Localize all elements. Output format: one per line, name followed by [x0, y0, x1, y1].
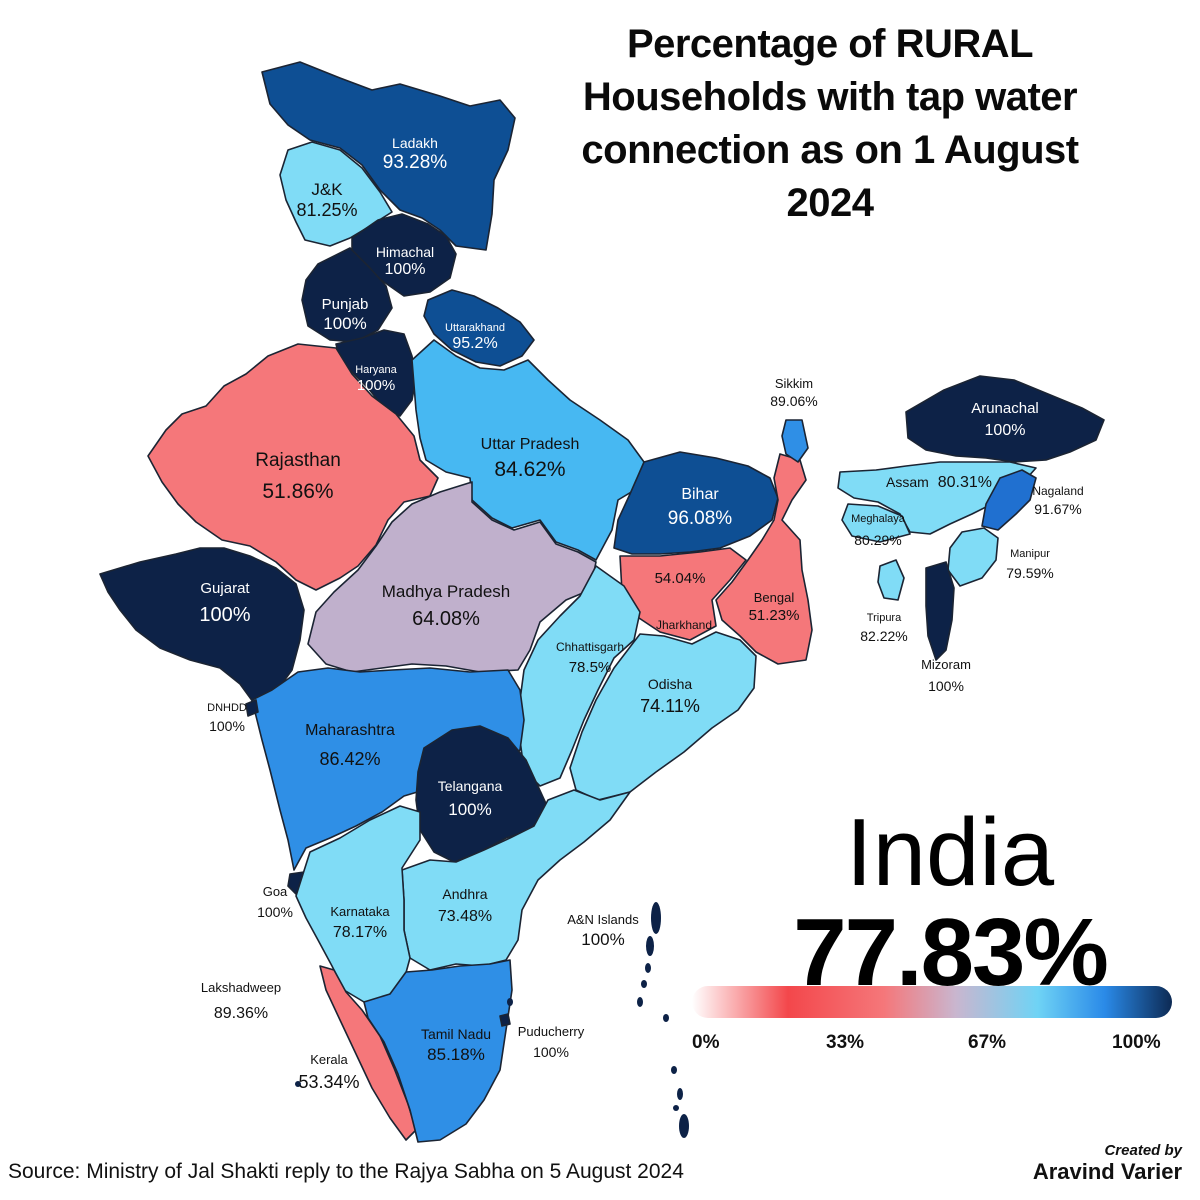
legend-tick-67: 67% — [968, 1032, 1007, 1053]
national-figure: India 77.83% — [770, 805, 1130, 1001]
legend-tick-0: 0% — [692, 1032, 720, 1053]
label-maharashtra: Maharashtra 86.42% — [305, 722, 395, 769]
label-ladakh: Ladakh 93.28% — [382, 135, 448, 173]
label-punjab: Punjab 100% — [321, 296, 369, 333]
label-nagaland: Nagaland 91.67% — [1032, 484, 1084, 518]
credit: Created by Aravind Varier — [1033, 1142, 1182, 1185]
region-rajasthan — [147, 343, 439, 591]
label-jharkhand-value: 54.04% — [654, 570, 706, 587]
legend-tick-33: 33% — [826, 1032, 865, 1053]
national-name: India — [845, 799, 1055, 906]
label-tripura: Tripura 82.22% — [860, 612, 908, 644]
national-value: 77.83% — [793, 899, 1109, 1006]
region-uttarakhand — [423, 289, 535, 367]
region-puducherry — [499, 1013, 511, 1027]
label-telangana: Telangana 100% — [437, 778, 503, 819]
region-karnataka — [295, 805, 421, 1003]
state-shapes — [99, 61, 1105, 1143]
region-ladakh — [261, 61, 516, 251]
label-chhattisgarh: Chhattisgarh 78.5% — [555, 640, 625, 677]
label-dnhdd: DNHDD 100% — [207, 702, 247, 734]
island-marks — [295, 902, 689, 1138]
label-sikkim: Sikkim 89.06% — [770, 376, 818, 410]
region-telangana — [415, 725, 549, 863]
region-meghalaya — [841, 503, 911, 543]
label-an-islands: A&N Islands 100% — [567, 912, 639, 950]
source-note: Source: Ministry of Jal Shakti reply to … — [8, 1160, 684, 1183]
label-jk: J&K 81.25% — [296, 180, 358, 221]
label-karnataka: Karnataka 78.17% — [330, 904, 390, 942]
label-puducherry: Puducherry 100% — [517, 1024, 585, 1061]
region-gujarat — [99, 547, 305, 707]
region-up — [411, 339, 645, 561]
region-chhattisgarh — [519, 565, 641, 787]
region-bihar — [613, 451, 779, 555]
label-lakshadweep: Lakshadweep 89.36% — [200, 980, 282, 1023]
label-jharkhand: Jharkhand — [655, 618, 713, 632]
label-up: Uttar Pradesh 84.62% — [480, 436, 580, 481]
map-title: Percentage of RURAL Households with tap … — [581, 22, 1079, 225]
label-bihar: Bihar 96.08% — [667, 486, 733, 529]
label-uttarakhand: Uttarakhand 95.2% — [445, 322, 505, 352]
color-legend-bar — [692, 986, 1172, 1018]
label-andhra: Andhra 73.48% — [437, 886, 493, 925]
credit-author: Aravind Varier — [1032, 1159, 1182, 1184]
label-manipur: Manipur 79.59% — [1006, 548, 1054, 581]
region-nagaland — [981, 469, 1037, 531]
label-himachal: Himachal 100% — [375, 244, 435, 278]
label-bengal: Bengal 51.23% — [748, 590, 800, 625]
region-mp — [307, 481, 597, 673]
label-tamilnadu: Tamil Nadu 85.18% — [420, 1026, 492, 1064]
label-kerala: Kerala 53.34% — [298, 1052, 360, 1093]
label-meghalaya: Meghalaya 80.29% — [851, 513, 905, 548]
region-tamilnadu — [363, 959, 513, 1143]
region-tripura — [877, 559, 905, 601]
region-bengal — [715, 453, 813, 665]
label-odisha: Odisha 74.11% — [640, 676, 700, 716]
label-mp: Madhya Pradesh 64.08% — [381, 582, 511, 631]
legend-tick-100: 100% — [1112, 1032, 1161, 1053]
label-gujarat: Gujarat 100% — [199, 580, 251, 626]
label-mizoram: Mizoram 100% — [921, 657, 971, 695]
region-assam — [837, 461, 1037, 535]
label-goa: Goa 100% — [257, 884, 293, 921]
label-haryana: Haryana 100% — [355, 364, 397, 394]
region-manipur — [947, 527, 999, 587]
label-arunachal: Arunachal 100% — [971, 400, 1039, 439]
region-arunachal — [905, 375, 1105, 463]
region-mizoram — [925, 561, 955, 661]
credit-line1: Created by — [1104, 1142, 1182, 1159]
region-odisha — [569, 631, 757, 801]
region-dnhdd — [245, 699, 259, 717]
region-sikkim — [781, 419, 809, 463]
label-rajasthan: Rajasthan 51.86% — [255, 450, 341, 504]
label-assam: Assam 80.31% — [886, 474, 992, 491]
region-haryana — [335, 329, 417, 417]
